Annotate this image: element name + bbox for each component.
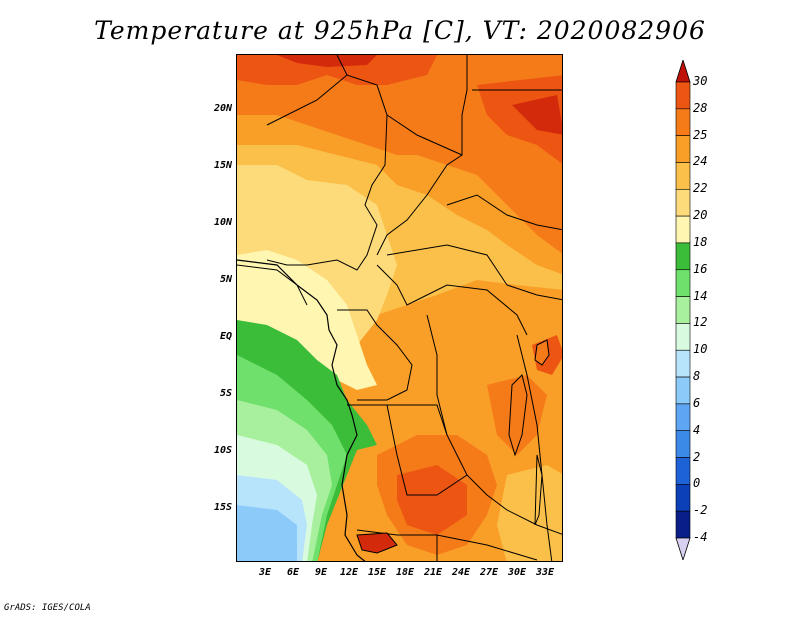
lon-label: 6E xyxy=(286,567,300,578)
lake-tanganyika xyxy=(508,374,528,457)
colorbar-label: 20 xyxy=(693,208,708,223)
lat-label: EQ xyxy=(219,331,232,342)
colorbar-label: 22 xyxy=(693,181,708,196)
colorbar-swatch xyxy=(675,403,691,432)
lon-label: 15E xyxy=(367,567,387,578)
contour-6-coast xyxy=(237,505,297,561)
colorbar-label: 8 xyxy=(693,369,701,384)
colorbar xyxy=(675,60,691,560)
colorbar-label: 24 xyxy=(693,154,708,169)
colorbar-bottom-arrow xyxy=(675,537,691,560)
colorbar-label: -2 xyxy=(693,503,708,518)
lon-label: 9E xyxy=(314,567,328,578)
lon-label: 3E xyxy=(258,567,272,578)
colorbar-swatch xyxy=(675,81,691,110)
lon-label: 12E xyxy=(339,567,359,578)
colorbar-label: 2 xyxy=(693,449,701,464)
contour-28-north-east xyxy=(477,75,562,164)
colorbar-swatches xyxy=(675,60,691,560)
lat-label: 10N xyxy=(213,217,232,228)
contour-30-north-east xyxy=(512,95,562,135)
colorbar-label: -4 xyxy=(693,530,708,544)
colorbar-swatch xyxy=(675,296,691,324)
contour-28-north-west xyxy=(237,55,437,85)
colorbar-label: 16 xyxy=(693,261,708,276)
colorbar-swatch xyxy=(675,430,691,458)
colorbar-swatch xyxy=(675,457,691,485)
credit-text: GrADS: IGES/COLA xyxy=(4,603,91,613)
contour-28-south xyxy=(397,465,467,535)
colorbar-swatch xyxy=(675,376,691,405)
lat-label: 10S xyxy=(213,445,232,456)
lon-label: 30E xyxy=(507,567,527,578)
colorbar-top-arrow xyxy=(675,60,691,83)
lon-label: 27E xyxy=(479,567,499,578)
colorbar-label: 28 xyxy=(693,100,708,115)
lat-label: 5N xyxy=(219,274,232,285)
colorbar-swatch xyxy=(675,510,691,539)
contour-25-north xyxy=(237,55,562,254)
colorbar-label: 18 xyxy=(693,234,708,249)
lat-label: 15N xyxy=(213,160,232,171)
contour-22-south-east xyxy=(497,465,562,561)
colorbar-swatch xyxy=(675,484,691,512)
lake-malawi xyxy=(534,454,543,526)
coastline xyxy=(237,259,366,561)
lon-label: 18E xyxy=(395,567,415,578)
colorbar-label: 4 xyxy=(693,422,701,437)
hot-patch-south-coast xyxy=(356,532,398,554)
contour-18-west xyxy=(237,250,377,390)
contour-25-east xyxy=(487,375,547,455)
map-title: Temperature at 925hPa [C], VT: 202008290… xyxy=(94,16,706,45)
colorbar-swatch xyxy=(675,242,691,271)
colorbar-swatch xyxy=(675,135,691,163)
lat-label: 20N xyxy=(213,103,232,114)
colorbar-swatch xyxy=(675,269,691,297)
contour-30-north-west xyxy=(277,55,377,67)
colorbar-swatch xyxy=(675,349,691,378)
colorbar-label: 12 xyxy=(693,315,708,330)
colorbar-label: 14 xyxy=(693,288,708,303)
colorbar-label: 0 xyxy=(693,476,701,491)
country-borders xyxy=(237,55,562,561)
lat-label: 15S xyxy=(213,502,232,513)
lat-label: 5S xyxy=(219,388,232,399)
temperature-field-map xyxy=(237,55,562,561)
colorbar-label: 25 xyxy=(693,127,708,142)
lon-label: 33E xyxy=(535,567,555,578)
colorbar-label: 30 xyxy=(693,74,708,88)
map-plot-area xyxy=(236,54,563,562)
colorbar-swatch xyxy=(675,215,691,244)
lake-victoria xyxy=(534,339,550,366)
lon-label: 24E xyxy=(451,567,471,578)
colorbar-swatch xyxy=(675,108,691,136)
colorbar-swatch xyxy=(675,188,691,217)
colorbar-label: 10 xyxy=(693,342,708,357)
colorbar-label: 6 xyxy=(693,395,701,410)
colorbar-swatch xyxy=(675,323,691,351)
lon-label: 21E xyxy=(423,567,443,578)
colorbar-swatch xyxy=(675,162,691,190)
